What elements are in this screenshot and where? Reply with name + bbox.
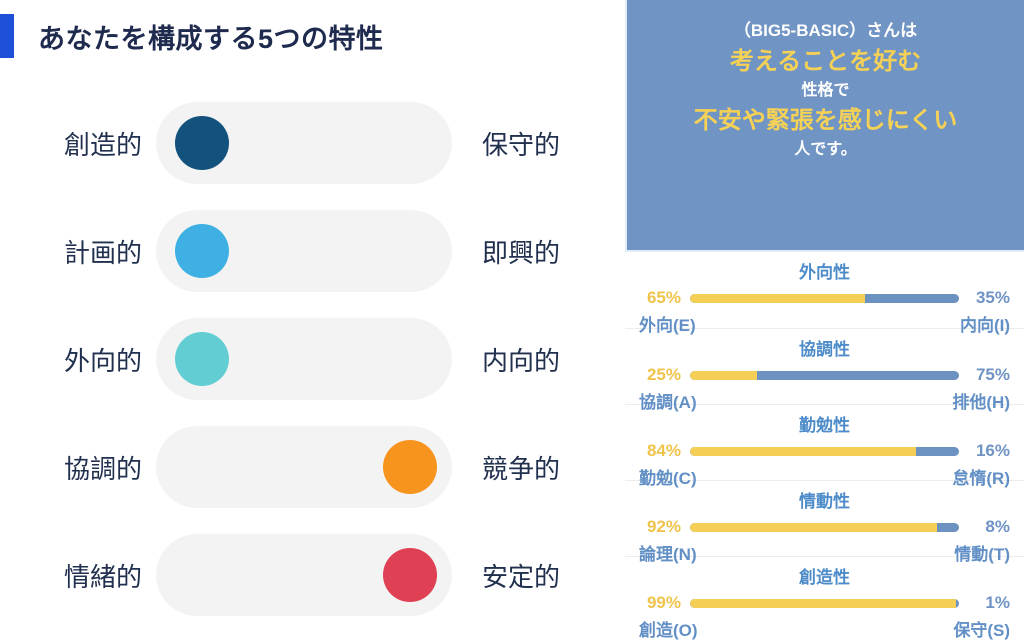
dimension-title: 勤勉性 (799, 416, 850, 435)
trait-left-label: 外向的 (64, 345, 143, 376)
trait-slider-list: 創造的 保守的 計画的 即興的 外向的 内向的 協調的 競争的 (0, 102, 625, 616)
trait-slider-track (156, 318, 452, 400)
dimension-bar-row: 65% 35% (639, 288, 1010, 308)
trait-slider-track (156, 426, 452, 508)
summary-connector-1: 性格で (801, 82, 850, 99)
trait-right-label: 安定的 (482, 561, 561, 592)
dimension-extraversion: 外向性 65% 35% 外向(E) 内向(I) (625, 252, 1024, 335)
dimension-left-label: 論理(N) (639, 545, 697, 564)
dimension-creativity: 創造性 99% 1% 創造(O) 保守(S) (625, 556, 1024, 640)
trait-row-creative: 創造的 保守的 (0, 102, 625, 184)
dimension-left-label: 勤勉(C) (639, 469, 697, 488)
dimension-pole-labels: 創造(O) 保守(S) (639, 616, 1010, 641)
dimension-left-percent: 25% (646, 365, 681, 384)
dimension-gauge (690, 293, 959, 303)
summary-panel: （BIG5-BASIC）さんは 考えることを好む 性格で 不安や緊張を感じにくい… (625, 0, 1024, 252)
summary-highlight-1: 考えることを好む (729, 48, 922, 75)
dimension-right-label: 怠惰(R) (952, 469, 1010, 488)
dimension-left-percent: 99% (646, 593, 681, 612)
trait-dot (383, 548, 437, 602)
dimension-agreeableness: 協調性 25% 75% 協調(A) 排他(H) (625, 328, 1024, 412)
dimension-pole-labels: 外向(E) 内向(I) (639, 311, 1010, 336)
trait-right-label: 保守的 (482, 129, 561, 160)
trait-right-label: 即興的 (482, 237, 561, 268)
trait-row-cooperative: 協調的 競争的 (0, 426, 625, 508)
dimension-gauge-fill (690, 522, 938, 532)
trait-right-label: 競争的 (482, 453, 561, 484)
trait-slider-track (156, 534, 452, 616)
dimension-title: 外向性 (799, 263, 850, 282)
dimension-right-label: 情動(T) (954, 545, 1010, 564)
dimension-gauge-fill (690, 446, 916, 456)
summary-connector-2: 人です。 (794, 141, 857, 158)
dimension-bar-row: 84% 16% (639, 441, 1010, 461)
dimension-pole-labels: 勤勉(C) 怠惰(R) (639, 464, 1010, 489)
dimension-gauge (690, 522, 959, 532)
dimension-left-percent: 65% (646, 288, 681, 307)
dimension-emotionality: 情動性 92% 8% 論理(N) 情動(T) (625, 480, 1024, 564)
dimension-gauge (690, 370, 959, 380)
dimension-left-label: 創造(O) (639, 621, 698, 640)
dimension-left-label: 協調(A) (639, 393, 697, 412)
trait-row-planful: 計画的 即興的 (0, 210, 625, 292)
dimension-gauge (690, 598, 959, 608)
trait-left-label: 協調的 (64, 453, 143, 484)
trait-slider-track (156, 102, 452, 184)
dimension-right-label: 保守(S) (953, 621, 1010, 640)
page-title: あなたを構成する5つの特性 (38, 23, 384, 54)
dimension-right-percent: 1% (985, 593, 1010, 612)
dimension-right-percent: 8% (985, 517, 1010, 536)
dimension-right-percent: 75% (975, 365, 1010, 384)
dimension-right-label: 内向(I) (959, 316, 1010, 335)
page-title-row: あなたを構成する5つの特性 (0, 14, 625, 58)
trait-dot (175, 116, 229, 170)
summary-highlight-2: 不安や緊張を感じにくい (693, 107, 958, 134)
dimension-title: 創造性 (799, 568, 850, 587)
dimension-left-percent: 92% (646, 517, 681, 536)
dimension-left-label: 外向(E) (639, 316, 696, 335)
trait-dot (175, 332, 229, 386)
traits-section: あなたを構成する5つの特性 創造的 保守的 計画的 即興的 外向的 内向的 協調… (0, 14, 625, 616)
dimension-bar-row: 92% 8% (639, 517, 1010, 537)
trait-row-emotional: 情緒的 安定的 (0, 534, 625, 616)
trait-dot (175, 224, 229, 278)
dimension-gauge-fill (690, 598, 957, 608)
dimension-pole-labels: 論理(N) 情動(T) (639, 540, 1010, 565)
trait-left-label: 計画的 (64, 237, 143, 268)
dimension-right-percent: 35% (975, 288, 1010, 307)
trait-row-extroverted: 外向的 内向的 (0, 318, 625, 400)
dimension-gauge (690, 446, 959, 456)
dimension-gauge-fill (690, 370, 758, 380)
dimension-left-percent: 84% (646, 441, 681, 460)
dimension-right-percent: 16% (975, 441, 1010, 460)
trait-slider-track (156, 210, 452, 292)
trait-dot (383, 440, 437, 494)
dimension-conscientiousness: 勤勉性 84% 16% 勤勉(C) 怠惰(R) (625, 404, 1024, 488)
dimension-right-label: 排他(H) (952, 393, 1010, 412)
dimension-bar-row: 99% 1% (639, 593, 1010, 613)
summary-name-line: （BIG5-BASIC）さんは (733, 21, 918, 40)
dimension-gauge-list: 外向性 65% 35% 外向(E) 内向(I) 協調性 25% 75% 協調(A… (625, 252, 1024, 641)
dimension-title: 協調性 (799, 340, 850, 359)
dimension-pole-labels: 協調(A) 排他(H) (639, 388, 1010, 413)
trait-right-label: 内向的 (482, 345, 561, 376)
dimension-title: 情動性 (799, 492, 850, 511)
trait-left-label: 情緒的 (64, 561, 143, 592)
dimension-gauge-fill (690, 293, 865, 303)
trait-left-label: 創造的 (64, 129, 143, 160)
title-accent-bar (0, 14, 14, 58)
dimension-bar-row: 25% 75% (639, 365, 1010, 385)
